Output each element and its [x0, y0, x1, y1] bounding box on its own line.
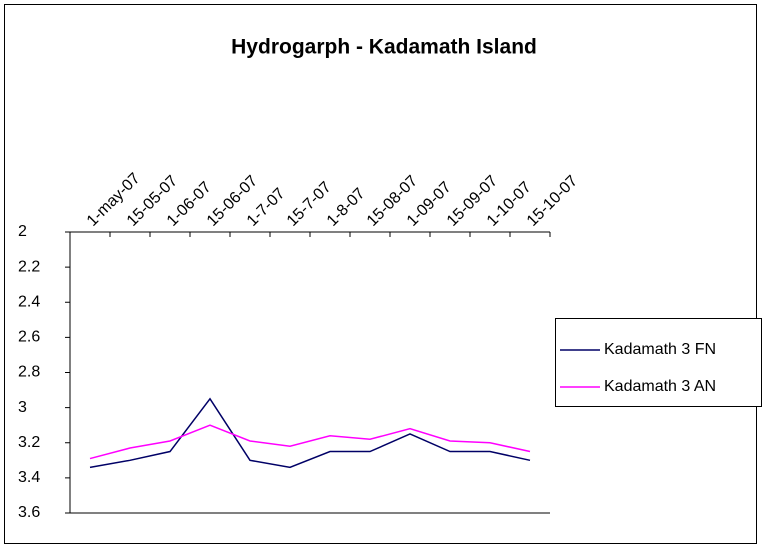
y-tick-label: 3.4	[18, 469, 40, 486]
y-tick-label: 3.6	[18, 504, 40, 521]
legend	[555, 318, 762, 407]
chart-title: Hydrogarph - Kadamath Island	[231, 36, 537, 59]
y-tick-label: 2.8	[18, 364, 40, 381]
series-line	[89, 424, 531, 460]
legend-label: Kadamath 3 AN	[604, 378, 716, 395]
chart-border	[4, 4, 757, 544]
y-tick-label: 2.4	[18, 293, 40, 310]
series-line	[89, 397, 531, 469]
y-tick-label: 2.6	[18, 329, 40, 346]
legend-label: Kadamath 3 FN	[604, 341, 716, 358]
y-tick-label: 2	[18, 223, 27, 240]
y-tick-label: 3.2	[18, 434, 40, 451]
y-tick-label: 3	[18, 399, 27, 416]
y-tick-label: 2.2	[18, 258, 40, 275]
